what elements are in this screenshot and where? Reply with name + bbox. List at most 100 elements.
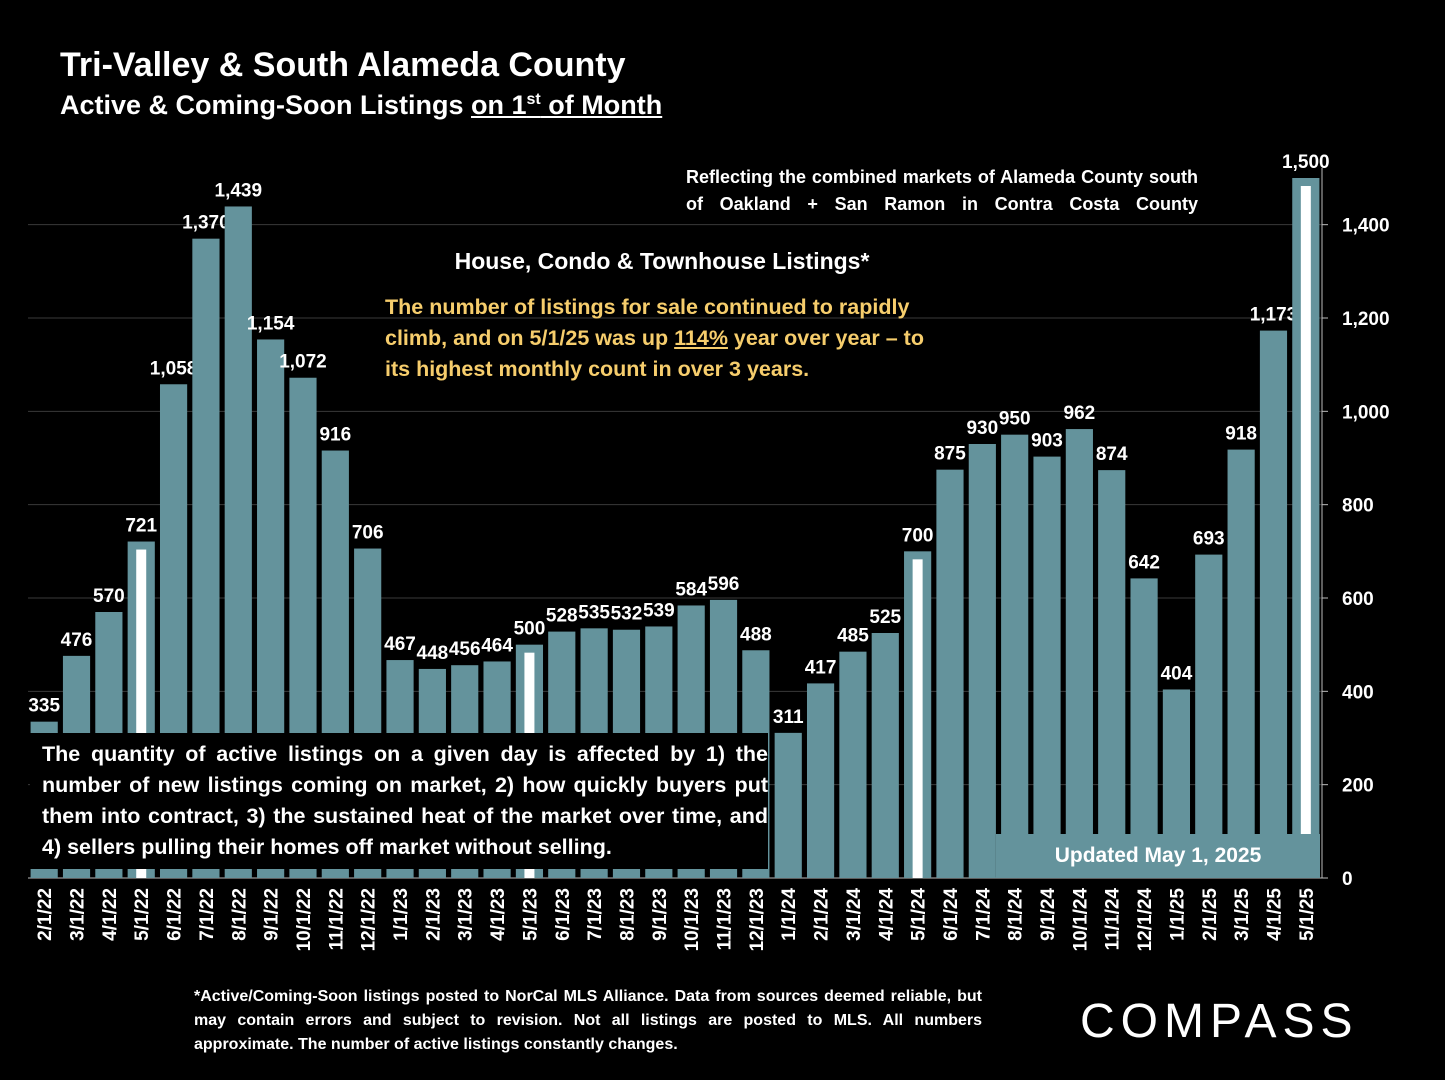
data-label: 448 <box>417 643 449 664</box>
highlight-pre: The number of listings for sale continue… <box>385 295 910 350</box>
bar <box>1098 470 1126 878</box>
x-tick-label: 1/1/25 <box>1167 888 1188 941</box>
bar <box>1195 554 1223 878</box>
x-tick-label: 5/1/23 <box>520 888 541 941</box>
data-label: 404 <box>1161 663 1193 684</box>
data-label: 706 <box>352 523 384 544</box>
data-label: 903 <box>1031 431 1063 452</box>
x-tick-label: 10/1/22 <box>294 888 315 951</box>
bar <box>1259 330 1288 879</box>
compass-logo: COMPASS <box>1080 995 1359 1048</box>
x-tick-label: 8/1/23 <box>617 888 638 941</box>
x-tick-label: 10/1/24 <box>1070 888 1091 952</box>
y-tick-label: 400 <box>1342 682 1374 703</box>
data-label: 311 <box>773 707 804 728</box>
data-label: 464 <box>481 635 513 656</box>
x-tick-label: 11/1/24 <box>1103 888 1124 951</box>
data-label: 500 <box>514 619 546 640</box>
year-marker <box>1300 186 1311 878</box>
data-label: 456 <box>449 639 481 660</box>
x-tick-label: 6/1/23 <box>553 888 574 941</box>
data-label: 417 <box>805 657 837 678</box>
data-label: 1,154 <box>247 313 295 334</box>
bar <box>1065 429 1093 878</box>
bar <box>871 633 899 878</box>
x-tick-label: 3/1/25 <box>1232 888 1253 941</box>
data-label: 1,370 <box>182 213 230 234</box>
x-tick-label: 1/1/23 <box>391 888 412 941</box>
data-label: 525 <box>869 607 901 628</box>
data-label: 962 <box>1064 403 1096 424</box>
data-label: 1,058 <box>150 358 198 379</box>
x-tick-label: 9/1/24 <box>1038 888 1059 941</box>
data-label: 584 <box>675 579 707 600</box>
x-tick-label: 4/1/23 <box>488 888 509 941</box>
data-label: 700 <box>902 525 934 546</box>
data-label: 570 <box>93 586 125 607</box>
data-label: 476 <box>61 630 93 651</box>
data-label: 539 <box>643 600 675 621</box>
x-tick-label: 5/1/24 <box>909 888 930 941</box>
year-marker <box>136 549 147 878</box>
x-tick-label: 12/1/24 <box>1135 888 1156 952</box>
bar <box>1130 578 1158 878</box>
y-tick-label: 200 <box>1342 776 1374 797</box>
x-tick-label: 11/1/23 <box>715 888 736 950</box>
chart-subtitle: Active & Coming-Soon Listings on 1st of … <box>60 90 662 121</box>
data-label: 596 <box>708 574 740 595</box>
subtitle-of-month: of Month <box>540 90 663 120</box>
x-tick-label: 5/1/22 <box>132 888 153 941</box>
x-tick-label: 7/1/23 <box>585 888 606 941</box>
bar <box>1227 449 1255 878</box>
x-tick-label: 7/1/22 <box>197 888 218 941</box>
x-tick-label: 6/1/24 <box>941 888 962 941</box>
x-tick-label: 3/1/22 <box>68 888 89 941</box>
data-label: 535 <box>578 602 610 623</box>
data-label: 930 <box>966 418 998 439</box>
x-tick-label: 4/1/22 <box>100 888 121 941</box>
data-label: 488 <box>740 624 772 645</box>
x-tick-label: 9/1/22 <box>262 888 283 941</box>
data-label: 1,500 <box>1282 152 1330 173</box>
series-heading: House, Condo & Townhouse Listings* <box>454 248 870 274</box>
data-label: 528 <box>546 606 578 627</box>
x-tick-label: 2/1/25 <box>1200 888 1221 941</box>
x-tick-label: 7/1/24 <box>973 888 994 941</box>
data-label: 335 <box>28 696 60 717</box>
data-label: 1,173 <box>1250 305 1298 326</box>
subtitle-on-1: on 1 <box>471 90 527 120</box>
data-label: 950 <box>999 409 1031 430</box>
bar <box>774 732 802 878</box>
x-tick-label: 3/1/24 <box>844 888 865 941</box>
x-tick-label: 1/1/24 <box>779 888 800 941</box>
x-tick-label: 8/1/22 <box>229 888 250 941</box>
subtitle-prefix: Active & Coming-Soon Listings <box>60 90 472 120</box>
x-tick-label: 12/1/23 <box>747 888 768 951</box>
highlight-percent: 114% <box>674 326 728 350</box>
y-tick-label: 1,200 <box>1342 309 1390 330</box>
y-tick-label: 600 <box>1342 589 1374 610</box>
data-label: 532 <box>611 604 643 625</box>
subtitle-underlined: on 1st of Month <box>471 90 662 120</box>
highlight-post: year over year – to its highest monthly … <box>385 326 924 381</box>
updated-badge: Updated May 1, 2025 <box>996 834 1320 878</box>
bar <box>968 444 996 878</box>
x-tick-label: 2/1/23 <box>423 888 444 941</box>
x-tick-label: 2/1/22 <box>35 888 56 941</box>
x-tick-label: 11/1/22 <box>326 888 347 950</box>
data-label: 1,072 <box>279 352 327 373</box>
data-label: 721 <box>125 516 157 537</box>
explanation-box: The quantity of active listings on a giv… <box>30 733 768 869</box>
bar <box>839 651 867 878</box>
data-label: 916 <box>319 425 351 446</box>
x-tick-label: 4/1/25 <box>1264 888 1285 941</box>
data-label: 1,439 <box>215 180 263 201</box>
y-tick-label: 1,400 <box>1342 216 1390 237</box>
highlight-text: The number of listings for sale continue… <box>385 292 941 385</box>
bar <box>806 683 835 878</box>
data-label: 485 <box>837 626 869 647</box>
x-tick-label: 5/1/25 <box>1297 888 1318 941</box>
data-label: 467 <box>384 634 416 655</box>
market-note: Reflecting the combined markets of Alame… <box>686 167 1198 214</box>
